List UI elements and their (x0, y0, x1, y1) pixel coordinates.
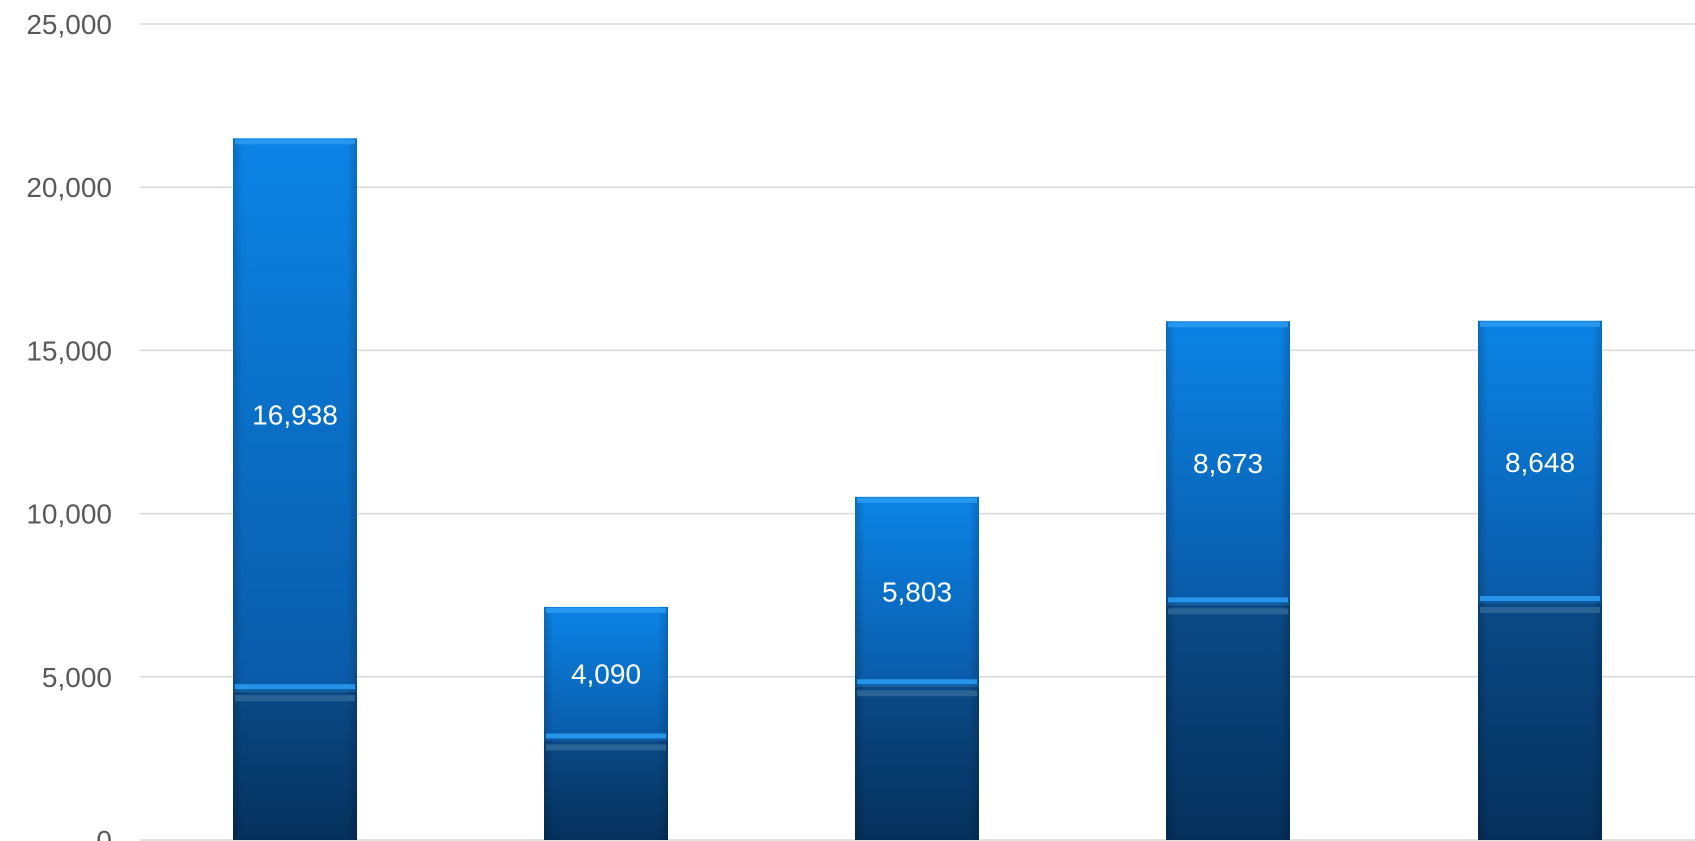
bar-segment-top-shade (855, 496, 979, 687)
data-label: 5,803 (882, 577, 952, 608)
bar-segment-top-cap (1168, 322, 1288, 328)
bar-stack (1478, 320, 1602, 840)
y-axis-tick-labels: 0 5,000 10,000 15,000 20,000 25,000 (26, 9, 112, 841)
bar-segment-top-shade (1478, 320, 1602, 604)
y-tick-label: 15,000 (26, 335, 112, 366)
bar-stack (544, 606, 668, 840)
bar-segment-bottom-shade (1166, 604, 1290, 840)
bars (233, 138, 1602, 840)
bar-segment-bottom-highlight (1480, 607, 1600, 614)
bar-segment-top-shade (233, 138, 357, 692)
bar-segment-top-cap (857, 497, 977, 503)
data-label: 8,648 (1505, 447, 1575, 478)
bar-segment-bottom-shade (855, 686, 979, 840)
y-tick-label: 25,000 (26, 9, 112, 40)
y-tick-label: 20,000 (26, 172, 112, 203)
bar-segment-bottom-highlight (857, 690, 977, 697)
bar-segment-top-stripe (546, 733, 666, 739)
bar-segment-bottom-highlight (1168, 608, 1288, 615)
bar-segment-top-shade (1166, 321, 1290, 605)
bar-segment-top-stripe (235, 684, 355, 690)
bar-segment-top-cap (1480, 321, 1600, 327)
y-tick-label: 10,000 (26, 499, 112, 530)
bar-segment-top-stripe (857, 679, 977, 685)
data-label: 8,673 (1193, 448, 1263, 479)
bar-segment-bottom-shade (1478, 603, 1602, 840)
y-tick-label: 5,000 (42, 662, 112, 693)
bar-segment-top-stripe (1480, 596, 1600, 602)
bar-segment-top-cap (546, 607, 666, 613)
data-labels: 16,938 4,090 5,803 8,673 8,648 (252, 400, 1575, 690)
bar-segment-bottom-shade (544, 740, 668, 840)
bar-stack (855, 496, 979, 840)
data-label: 4,090 (571, 659, 641, 690)
y-tick-label: 0 (96, 825, 112, 841)
bar-stack (233, 138, 357, 840)
bar-segment-top-stripe (1168, 597, 1288, 603)
bar-segment-bottom-highlight (235, 695, 355, 702)
bar-segment-bottom-highlight (546, 744, 666, 751)
bar-segment-top-cap (235, 139, 355, 145)
bar-segment-bottom-shade (233, 691, 357, 840)
data-label: 16,938 (252, 400, 338, 431)
bar-segment-top-shade (544, 606, 668, 741)
bar-stack (1166, 321, 1290, 840)
